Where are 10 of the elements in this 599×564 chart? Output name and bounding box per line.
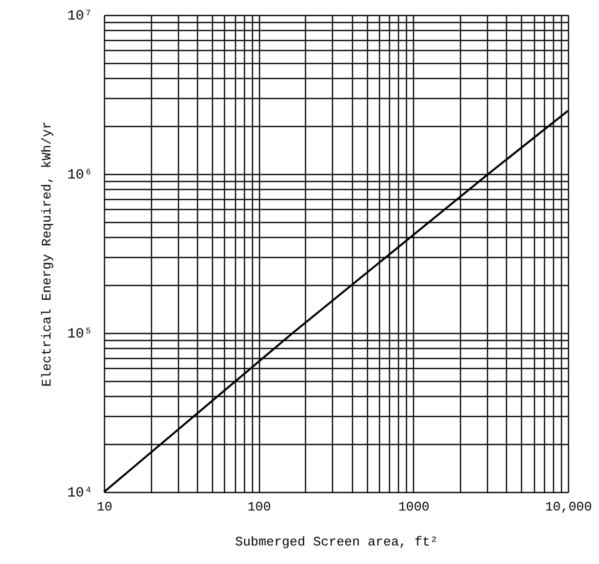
y-axis-title: Electrical Energy Required, kWh/yr — [39, 121, 54, 387]
x-tick-label: 10,000 — [545, 500, 592, 514]
x-tick-label: 10 — [96, 500, 112, 514]
y-tick-label: 10⁷ — [67, 8, 92, 24]
y-tick-label: 10⁴ — [67, 486, 92, 502]
y-tick-label: 10⁵ — [67, 326, 92, 342]
y-tick-label: 10⁶ — [67, 168, 92, 184]
x-tick-label: 100 — [247, 500, 271, 514]
x-tick-label: 1000 — [398, 500, 430, 514]
x-axis-title: Submerged Screen area, ft² — [235, 534, 438, 550]
